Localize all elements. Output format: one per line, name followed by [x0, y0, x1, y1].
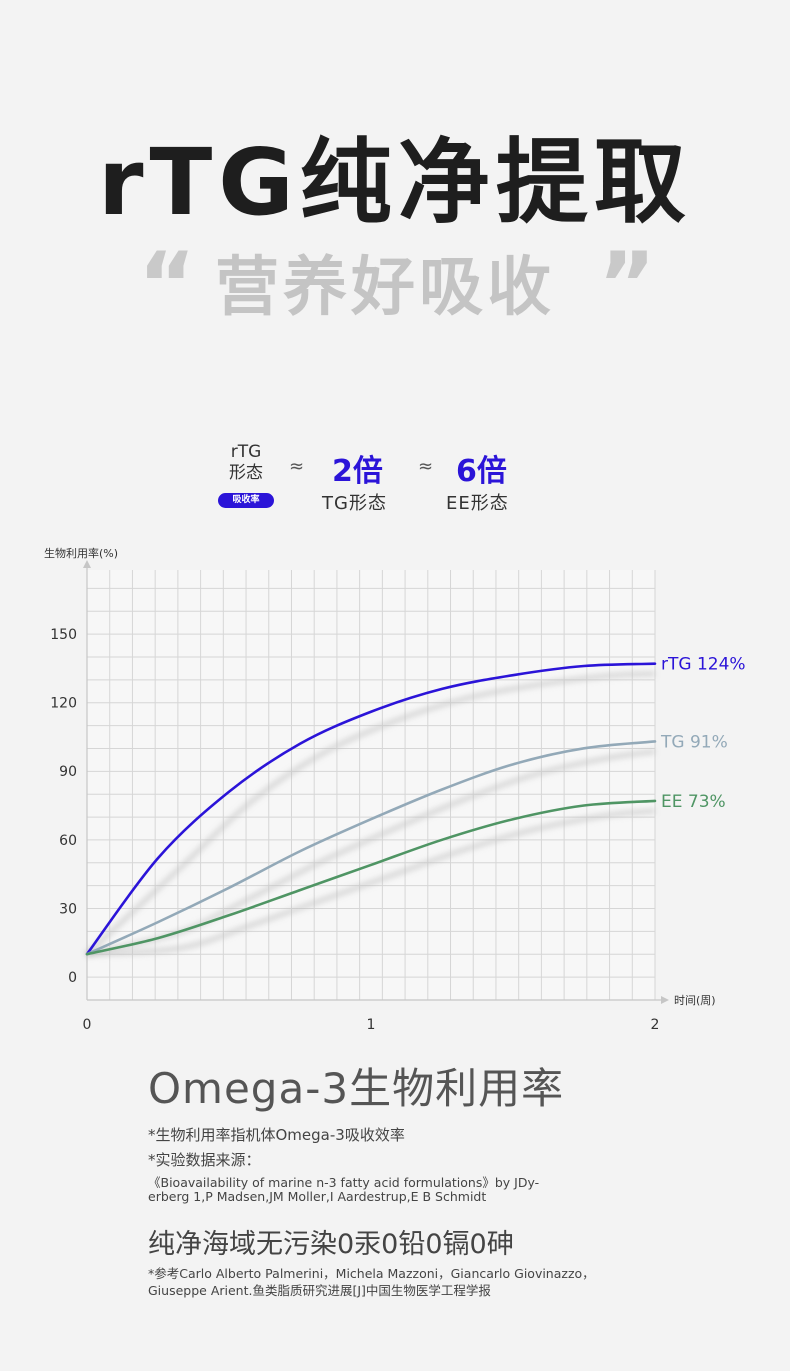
reference-line: 《Bioavailability of marine n-3 fatty aci… — [148, 1175, 540, 1190]
page-title: rTG纯净提取 — [98, 129, 692, 236]
absorption-badge: 吸收率 — [218, 493, 274, 508]
note-source: *实验数据来源： — [148, 1151, 261, 1169]
reference-line: *参考Carlo Alberto Palmerini，Michela Mazzo… — [148, 1266, 595, 1281]
y-tick-label: 60 — [59, 833, 77, 849]
open-quote: “ — [138, 233, 196, 336]
x-tick-label: 1 — [367, 1017, 376, 1033]
series-line — [85, 740, 657, 956]
series-line — [85, 799, 657, 956]
series-shadow — [85, 671, 656, 956]
x-tick-label: 2 — [651, 1017, 660, 1033]
ee-multiple: 6倍 — [456, 454, 507, 489]
plot-area — [87, 570, 655, 1000]
y-tick-label: 0 — [68, 970, 77, 986]
y-tick-label: 30 — [59, 901, 77, 917]
series-lines — [85, 662, 657, 956]
ee-form-label: EE形态 — [446, 493, 509, 514]
series-label: rTG 124% — [661, 655, 746, 675]
approx-sign: ≈ — [289, 456, 305, 477]
approx-sign: ≈ — [418, 456, 434, 477]
tg-form-label: TG形态 — [322, 493, 387, 514]
subtitle-row: “ 营养好吸收 ” — [0, 240, 790, 330]
tg-multiple: 2倍 — [332, 454, 383, 489]
purity-claim: 纯净海域无污染0汞0铅0镉0砷 — [148, 1229, 514, 1260]
chart-axes — [83, 560, 669, 1004]
chart-labels: 生物利用率(%) 时间(周) 0 30 60 90 120 150 0 1 2 rTG 124% TG … — [44, 546, 746, 1033]
y-axis-arrow — [83, 560, 91, 568]
bioavailability-chart: 生物利用率(%) 时间(周) 0 30 60 90 120 150 0 1 2 rTG 124% TG … — [44, 546, 746, 1033]
chart-grid — [86, 570, 656, 1001]
x-axis-title: 时间(周) — [674, 994, 716, 1007]
rtg-form-label: rTG 形态 — [229, 442, 263, 483]
y-tick-label: 120 — [50, 696, 77, 712]
series-label: EE 73% — [661, 792, 726, 812]
series-shadow — [86, 808, 656, 957]
omega-title: Omega-3生物利用率 — [148, 1064, 565, 1113]
y-tick-label: 90 — [59, 764, 77, 780]
subtitle: 营养好吸收 — [215, 251, 555, 325]
note-bioavailability: *生物利用率指机体Omega-3吸收效率 — [148, 1126, 405, 1144]
reference-line: erberg 1,P Madsen,JM Moller,I Aardestrup… — [148, 1189, 487, 1204]
y-tick-label: 150 — [50, 627, 77, 643]
series-label: TG 91% — [660, 732, 728, 752]
y-axis-title: 生物利用率(%) — [44, 546, 118, 560]
x-tick-label: 0 — [83, 1017, 92, 1033]
reference-line: Giuseppe Arient.鱼类脂质研究进展[J]中国生物医学工程学报 — [148, 1283, 491, 1298]
close-quote: ” — [598, 233, 656, 336]
x-axis-arrow — [661, 996, 669, 1004]
series-line — [85, 662, 657, 956]
